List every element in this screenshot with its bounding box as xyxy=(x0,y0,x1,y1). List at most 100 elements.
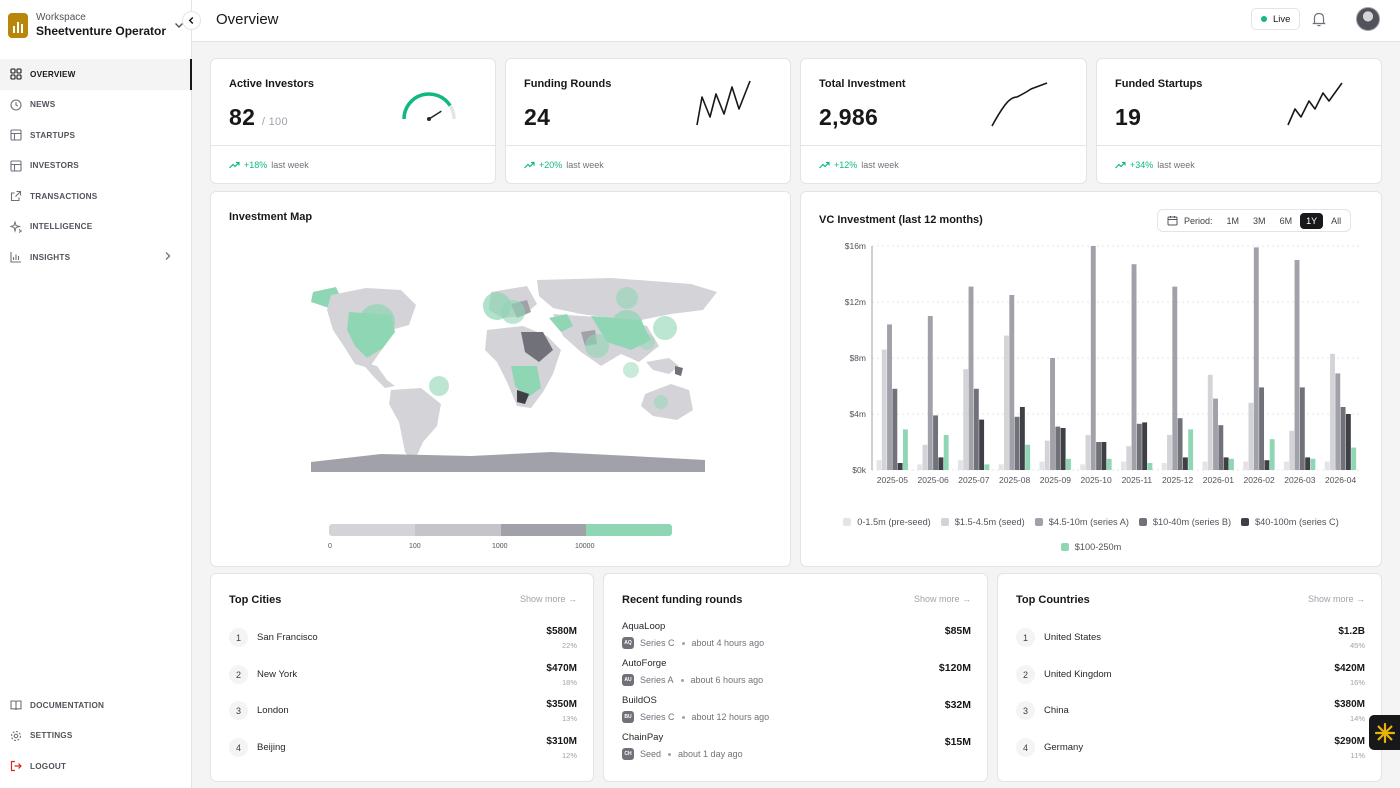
list-item[interactable]: 3 China $380M 14% xyxy=(1016,699,1365,736)
bar[interactable] xyxy=(1014,416,1020,470)
bar[interactable] xyxy=(1259,387,1265,470)
bar[interactable] xyxy=(1009,295,1015,470)
bar[interactable] xyxy=(1142,422,1148,470)
bar[interactable] xyxy=(1080,464,1086,470)
period-1m-button[interactable]: 1M xyxy=(1226,215,1240,226)
bar[interactable] xyxy=(984,464,990,470)
bar[interactable] xyxy=(1202,461,1208,470)
bar[interactable] xyxy=(1147,463,1153,470)
list-item[interactable]: 4 Beijing $310M 12% xyxy=(229,736,577,773)
bar[interactable] xyxy=(1218,425,1224,470)
bar[interactable] xyxy=(1167,435,1172,470)
bar[interactable] xyxy=(968,286,974,470)
bar[interactable] xyxy=(1188,429,1194,470)
legend-item[interactable]: $4.5-10m (series A) xyxy=(1034,510,1129,534)
bar[interactable] xyxy=(1351,447,1357,470)
bar[interactable] xyxy=(1096,442,1102,470)
bar[interactable] xyxy=(1289,430,1295,470)
list-item[interactable]: 1 United States $1.2B 45% xyxy=(1016,626,1365,663)
bar[interactable] xyxy=(1345,414,1351,470)
list-item[interactable]: BuildOS BU Series C about 12 hours ago $32… xyxy=(622,695,971,732)
bar[interactable] xyxy=(963,369,969,470)
bar[interactable] xyxy=(902,429,908,470)
list-item[interactable]: 4 Germany $290M 11% xyxy=(1016,736,1365,773)
legend-item[interactable]: $1.5-4.5m (seed) xyxy=(940,510,1025,534)
show-more-link[interactable]: Show more → xyxy=(1307,594,1365,604)
bar[interactable] xyxy=(881,349,887,470)
sidebar-item-investors[interactable]: INVESTORS xyxy=(0,151,192,182)
bar[interactable] xyxy=(1223,457,1229,470)
bar[interactable] xyxy=(1305,457,1311,470)
bar[interactable] xyxy=(979,419,985,470)
bar[interactable] xyxy=(1172,286,1178,470)
bar[interactable] xyxy=(1044,440,1050,470)
bar[interactable] xyxy=(1126,446,1132,470)
bar[interactable] xyxy=(1324,461,1330,470)
legend-item[interactable]: $10-40m (series B) xyxy=(1138,510,1231,534)
bar[interactable] xyxy=(927,316,933,470)
bar[interactable] xyxy=(1294,260,1300,470)
list-item[interactable]: 3 London $350M 13% xyxy=(229,699,577,736)
help-widget-button[interactable] xyxy=(1369,715,1400,750)
list-item[interactable]: AquaLoop AQ Series C about 4 hours ago $85… xyxy=(622,621,971,658)
bar[interactable] xyxy=(1264,460,1270,470)
list-item[interactable]: AutoForge AU Series A about 6 hours ago $1… xyxy=(622,658,971,695)
bar[interactable] xyxy=(998,464,1004,470)
bell-icon[interactable] xyxy=(1310,10,1328,28)
sidebar-item-settings[interactable]: SETTINGS xyxy=(0,721,192,752)
bar[interactable] xyxy=(1243,461,1249,470)
bar[interactable] xyxy=(1025,444,1031,470)
bar[interactable] xyxy=(897,463,903,470)
bar[interactable] xyxy=(1039,461,1045,470)
period-3m-button[interactable]: 3M xyxy=(1253,215,1266,226)
world-map[interactable] xyxy=(291,270,731,475)
sidebar-item-overview[interactable]: OVERVIEW xyxy=(0,59,192,90)
list-item[interactable]: 2 New York $470M 18% xyxy=(229,663,577,700)
show-more-link[interactable]: Show more → xyxy=(913,594,971,604)
bar[interactable] xyxy=(1335,373,1341,470)
list-item[interactable]: 2 United Kingdom $420M 16% xyxy=(1016,663,1365,700)
bar[interactable] xyxy=(1253,247,1259,470)
sidebar-item-news[interactable]: NEWS xyxy=(0,90,192,121)
period-6m-button[interactable]: 6M xyxy=(1279,215,1293,226)
legend-item[interactable]: $100-250m xyxy=(1060,535,1121,559)
live-status-button[interactable]: Live xyxy=(1251,8,1301,30)
bar[interactable] xyxy=(933,415,939,470)
bar[interactable] xyxy=(1090,246,1096,470)
period-1y-button[interactable]: 1Y xyxy=(1300,212,1324,229)
bar[interactable] xyxy=(1050,358,1055,470)
bar[interactable] xyxy=(1065,458,1071,470)
bar[interactable] xyxy=(1101,442,1107,470)
bar[interactable] xyxy=(1060,428,1066,470)
sidebar-item-documentation[interactable]: DOCUMENTATION xyxy=(0,690,192,721)
bar[interactable] xyxy=(1085,435,1091,470)
bar[interactable] xyxy=(1177,418,1183,470)
bar[interactable] xyxy=(943,435,949,470)
bar[interactable] xyxy=(1161,463,1167,470)
bar[interactable] xyxy=(1283,461,1289,470)
bar[interactable] xyxy=(1055,426,1061,470)
bar[interactable] xyxy=(1106,458,1112,470)
bar[interactable] xyxy=(1019,407,1025,470)
bar[interactable] xyxy=(938,457,944,470)
bar[interactable] xyxy=(973,388,979,470)
bar[interactable] xyxy=(887,324,892,470)
bar[interactable] xyxy=(1213,398,1218,470)
collapse-sidebar-button[interactable] xyxy=(182,11,201,30)
legend-item[interactable]: 0-1.5m (pre-seed) xyxy=(843,510,931,534)
bar[interactable] xyxy=(1330,353,1335,470)
bar[interactable] xyxy=(1182,457,1188,470)
bar[interactable] xyxy=(1310,458,1316,470)
sidebar-item-logout[interactable]: LOGOUT xyxy=(0,751,192,782)
list-item[interactable]: ChainPay CH Seed about 1 day ago $15M xyxy=(622,732,971,769)
bar[interactable] xyxy=(1207,374,1213,470)
bar[interactable] xyxy=(1248,402,1254,470)
workspace-switcher[interactable]: Workspace Sheetventure Operator xyxy=(8,9,186,41)
bar[interactable] xyxy=(1136,423,1142,470)
bar[interactable] xyxy=(1131,264,1137,470)
sidebar-item-intelligence[interactable]: INTELLIGENCE xyxy=(0,212,192,243)
period-all-button[interactable]: All xyxy=(1331,215,1342,226)
bar[interactable] xyxy=(922,444,928,470)
bar[interactable] xyxy=(892,388,898,470)
sidebar-item-transactions[interactable]: TRANSACTIONS xyxy=(0,181,192,212)
